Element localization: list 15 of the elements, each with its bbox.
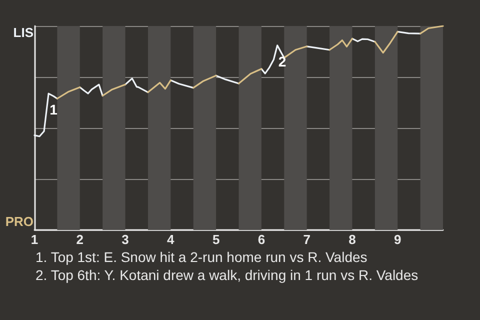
x-tick-label: 8 bbox=[348, 232, 356, 247]
text: 1. Top 1st: E. Snow hit a 2-run home run vs R. Valdes bbox=[36, 249, 368, 265]
x-tick-label: 3 bbox=[122, 232, 129, 247]
x-tick-label: 2 bbox=[76, 232, 84, 247]
text: 2. Top 6th: Y. Kotani drew a walk, driving in 1 run vs R. Valdes bbox=[36, 267, 418, 283]
text: LIS bbox=[13, 25, 34, 40]
annotation: 1 bbox=[50, 102, 58, 118]
x-tick-label: 9 bbox=[394, 232, 402, 247]
x-tick-label: 6 bbox=[258, 232, 266, 247]
x-tick-label: 4 bbox=[167, 232, 176, 247]
x-tick-label: 5 bbox=[212, 232, 220, 247]
annotation: 2 bbox=[278, 53, 286, 70]
x-tick-label: 1 bbox=[30, 232, 38, 247]
text: PRO bbox=[5, 214, 34, 229]
x-tick-label: 7 bbox=[303, 232, 310, 247]
